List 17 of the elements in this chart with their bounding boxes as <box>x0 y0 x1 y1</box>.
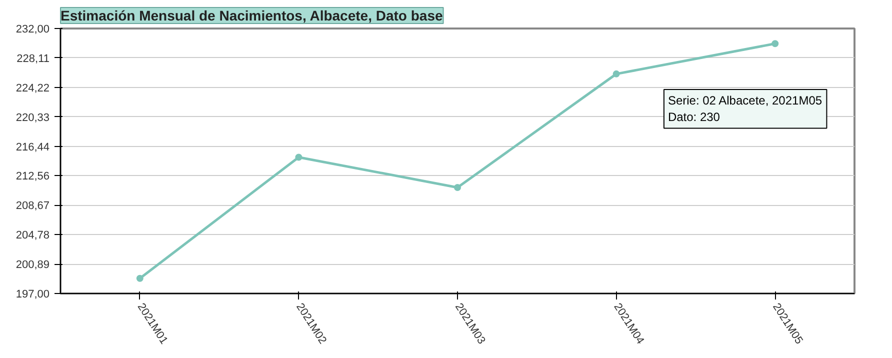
y-tick-label: 220,33 <box>16 112 50 124</box>
chart-title: Estimación Mensual de Nacimientos, Albacete, Dato base <box>60 8 443 24</box>
y-tick-label: 200,89 <box>16 259 50 272</box>
y-tick-label: 224,22 <box>16 82 50 94</box>
point <box>136 274 144 282</box>
y-tick-label: 212,56 <box>16 170 50 183</box>
point <box>772 40 779 48</box>
y-tick-label: 197,00 <box>16 288 50 300</box>
y-tick-label: 232,00 <box>16 24 50 36</box>
y-tick-label: 208,67 <box>16 200 50 212</box>
annotation: Serie: 02 Albacete, 2021M05 Dato: 230 <box>668 93 822 124</box>
point <box>454 184 461 191</box>
y-tick-label: 216,44 <box>16 141 50 154</box>
y-tick-label: 204,78 <box>16 230 50 242</box>
point <box>295 154 302 161</box>
point <box>612 70 620 78</box>
y-tick-label: 228,11 <box>16 52 50 65</box>
